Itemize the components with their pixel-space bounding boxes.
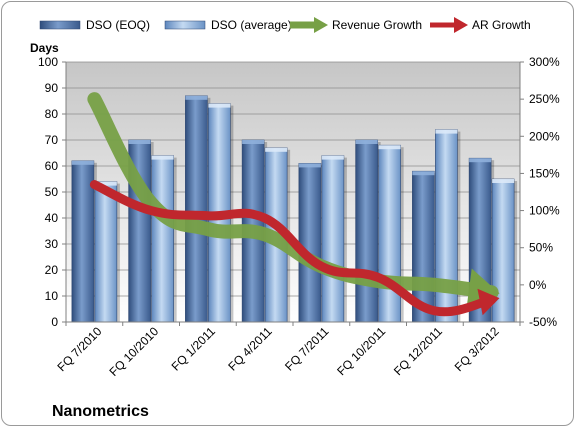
growth-line-arrowhead <box>477 288 500 316</box>
bar-cap <box>151 155 174 160</box>
bar <box>298 163 322 323</box>
bar-cap <box>71 160 94 165</box>
growth-lines <box>87 92 500 317</box>
bar-cap <box>378 145 401 150</box>
y2-tick-label: 300% <box>529 55 560 69</box>
x-tick-label: FQ 7/2011 <box>282 324 332 374</box>
legend: DSO (EOQ) DSO (average) Revenue Growth AR G… <box>39 17 531 33</box>
bar <box>151 155 174 323</box>
company-title: Nanometrics <box>52 403 149 420</box>
x-tick-label: FQ 10/2010 <box>107 324 162 379</box>
x-axis-ticks: FQ 7/2010 FQ 10/2010 FQ 1/2011 FQ 4/2011 FQ … <box>55 322 521 379</box>
bar <box>355 139 378 323</box>
legend-label: AR Growth <box>472 18 531 32</box>
bar-cap <box>298 163 321 168</box>
y-tick-label: 30 <box>45 237 59 251</box>
legend-label: DSO (EOQ) <box>86 18 150 32</box>
bar-cap <box>435 129 458 134</box>
x-tick-label: FQ 1/2011 <box>169 324 219 374</box>
bar-cap <box>469 158 492 163</box>
growth-line <box>87 92 499 300</box>
y-axis-ticks: 0 10 20 30 40 50 60 70 80 90 100 <box>38 55 66 329</box>
bar-cap <box>265 147 288 152</box>
y-tick-label: 70 <box>45 133 59 147</box>
bar-cap <box>128 140 151 144</box>
legend-arrow-icon <box>454 17 468 33</box>
x-tick-label: FQ 12/2011 <box>391 324 445 378</box>
y-tick-label: 100 <box>38 55 58 69</box>
bar-cap <box>492 179 515 183</box>
y2-tick-label: 150% <box>529 166 560 180</box>
y2-tick-label: 200% <box>529 129 560 143</box>
legend-label: Revenue Growth <box>332 18 422 32</box>
y-tick-label: 20 <box>45 263 59 277</box>
y2-tick-label: -50% <box>529 315 557 329</box>
bar <box>321 155 345 323</box>
y2-tick-label: 250% <box>529 92 560 106</box>
legend-swatch <box>164 20 206 30</box>
bar <box>94 181 118 323</box>
legend-arrow-icon <box>314 17 328 33</box>
y-tick-label: 80 <box>45 107 59 121</box>
y-tick-label: 10 <box>45 289 59 303</box>
x-tick-label: FQ 10/2011 <box>334 324 388 378</box>
bar-cap <box>412 171 435 176</box>
bar-cap <box>208 103 231 108</box>
y2-tick-label: 0% <box>529 278 547 292</box>
x-tick-label: FQ 4/2011 <box>225 324 275 374</box>
y-tick-label: 40 <box>45 211 59 225</box>
bar-cap <box>355 140 378 144</box>
y-tick-label: 60 <box>45 159 59 173</box>
legend-swatch <box>39 20 81 30</box>
y-tick-label: 90 <box>45 81 59 95</box>
y2-tick-label: 50% <box>529 241 553 255</box>
growth-line <box>89 180 497 317</box>
y2-tick-label: 100% <box>529 204 560 218</box>
bar-cap <box>94 181 117 186</box>
growth-line-arrowhead <box>466 268 500 311</box>
bar-cap <box>242 140 265 144</box>
y-axis-title: Days <box>30 41 59 55</box>
x-tick-label: FQ 3/2012 <box>452 324 502 374</box>
y-tick-label: 0 <box>51 315 58 329</box>
bar <box>185 95 208 323</box>
bar-cap <box>185 95 208 100</box>
y-tick-label: 50 <box>45 185 59 199</box>
bar-cap <box>321 155 344 160</box>
legend-label: DSO (average) <box>211 18 292 32</box>
x-tick-label: FQ 7/2010 <box>55 324 105 374</box>
bar <box>378 144 401 323</box>
y2-axis-ticks: -50% 0% 50% 100% 150% 200% 250% 300% <box>520 55 560 329</box>
